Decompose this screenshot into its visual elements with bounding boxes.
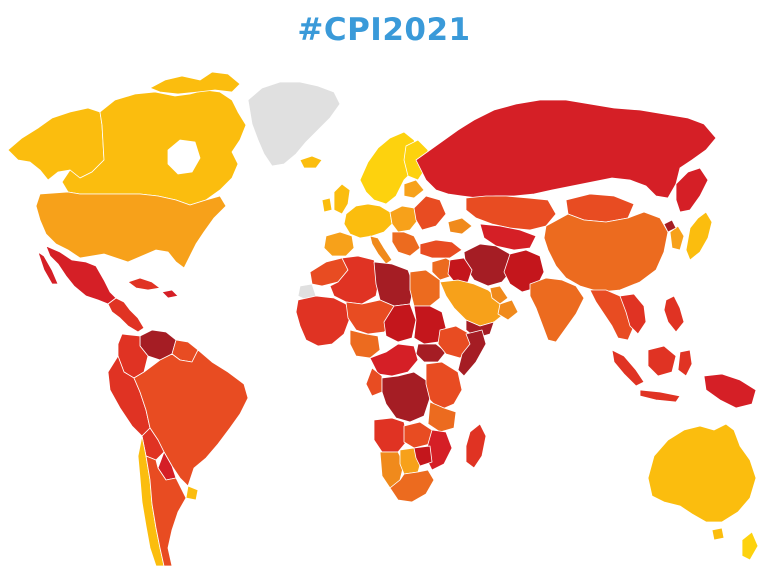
region-egypt [409, 269, 441, 307]
region-argentina [145, 455, 187, 567]
region-india [529, 277, 585, 343]
region-central-asia [479, 223, 537, 251]
region-java [639, 389, 681, 403]
region-angola [373, 417, 409, 453]
region-somalia [457, 329, 487, 377]
region-baltics [403, 179, 425, 199]
region-north-korea [663, 219, 677, 233]
region-china [543, 211, 669, 293]
region-sulawesi [677, 349, 693, 377]
region-sumatra [611, 349, 645, 387]
region-tanzania [427, 401, 457, 433]
region-iran [463, 243, 513, 287]
region-iraq [447, 257, 473, 285]
region-gulf [489, 285, 509, 305]
region-russia-east [675, 167, 709, 213]
region-korea [669, 225, 685, 251]
region-oman [497, 299, 519, 321]
region-kazakhstan [465, 195, 557, 231]
region-greenland [247, 81, 341, 167]
region-western-europe [343, 203, 393, 239]
region-central-america [107, 297, 145, 333]
region-baja [37, 251, 59, 285]
region-uk [333, 183, 351, 215]
map-title: #CPI2021 [297, 12, 471, 48]
region-south-africa [389, 469, 435, 503]
region-arabia [439, 279, 505, 327]
region-chad [383, 303, 417, 343]
region-russia [415, 99, 717, 199]
region-italy [369, 235, 393, 265]
region-zimbabwe [413, 445, 433, 467]
region-borneo [647, 345, 677, 377]
region-caucasus [447, 217, 473, 235]
region-west-africa [295, 295, 351, 347]
region-new-zealand [741, 531, 759, 561]
region-iberia [323, 231, 355, 257]
region-australia [647, 423, 757, 523]
region-eastern-europe [413, 195, 447, 231]
region-uruguay [185, 485, 199, 501]
region-cuba [127, 277, 161, 291]
region-gabon-cameroon [365, 367, 383, 397]
region-central-africa [369, 343, 419, 377]
region-tasmania [711, 527, 725, 541]
region-libya [373, 261, 415, 307]
region-ireland [321, 197, 333, 213]
region-canada [61, 89, 247, 206]
region-new-guinea [703, 373, 757, 409]
region-arctic-islands [149, 71, 241, 95]
region-iceland [299, 155, 323, 169]
region-turkey [419, 239, 463, 259]
region-alaska [7, 107, 105, 181]
region-usa [35, 191, 227, 269]
region-madagascar [465, 423, 487, 469]
region-central-europe [389, 205, 419, 233]
region-nigeria [349, 329, 381, 359]
region-philippines [663, 295, 685, 333]
region-japan [685, 211, 713, 261]
region-east-africa [425, 361, 463, 411]
region-indochina [619, 293, 647, 335]
region-hudson-bay [167, 139, 201, 175]
region-hispaniola [161, 289, 179, 299]
region-congo-drc [381, 371, 431, 423]
region-balkans [391, 231, 421, 257]
